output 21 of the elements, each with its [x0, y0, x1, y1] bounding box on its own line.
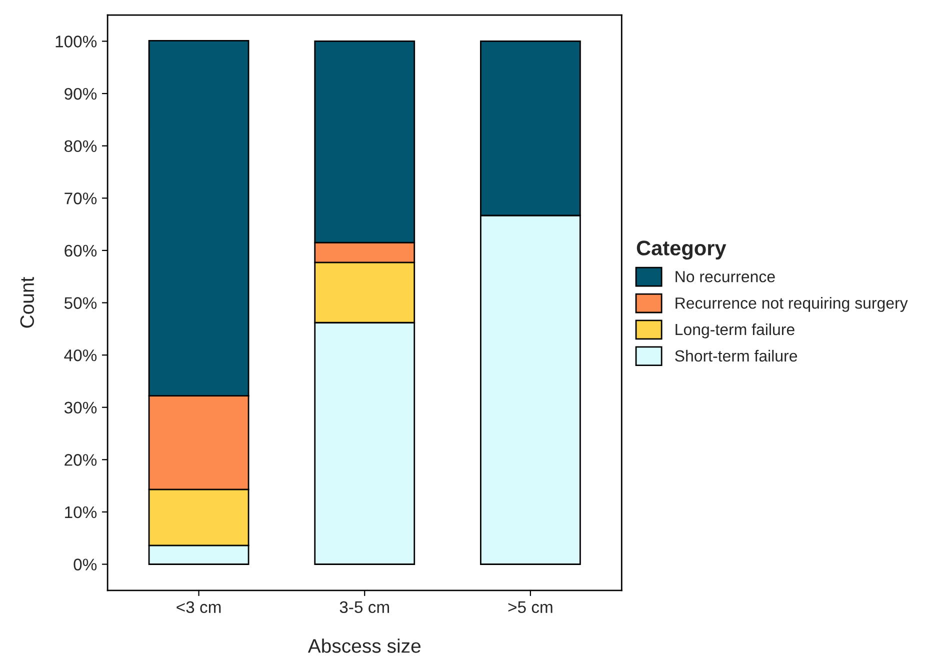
x-tick-label: >5 cm [508, 601, 552, 614]
legend-label: No recurrence [676, 271, 775, 282]
y-tick-label: 90% [64, 88, 97, 100]
legend-label: Short-term failure [675, 350, 798, 362]
legend-label: Recurrence not requiring surgery [676, 297, 908, 312]
y-tick-label: 70% [64, 192, 97, 204]
y-tick-label: 50% [64, 297, 97, 309]
legend-label: Long-term failure [676, 323, 794, 338]
x-tick-label: 3-5 cm [340, 601, 389, 614]
x-tick-label: <3 cm [176, 601, 221, 614]
y-tick-label: 40% [64, 349, 97, 362]
y-tick-label: 0% [74, 558, 97, 570]
y-tick-label: 30% [64, 402, 97, 414]
y-tick-label: 80% [64, 140, 97, 152]
y-axis-title: Count [20, 276, 34, 328]
y-tick-label: 100% [56, 36, 97, 48]
legend-title: Category [636, 240, 726, 260]
y-tick-label: 20% [64, 454, 97, 466]
x-axis-title: Abscess size [308, 638, 420, 653]
y-tick-label: 60% [64, 244, 97, 257]
y-tick-label: 10% [65, 506, 97, 518]
